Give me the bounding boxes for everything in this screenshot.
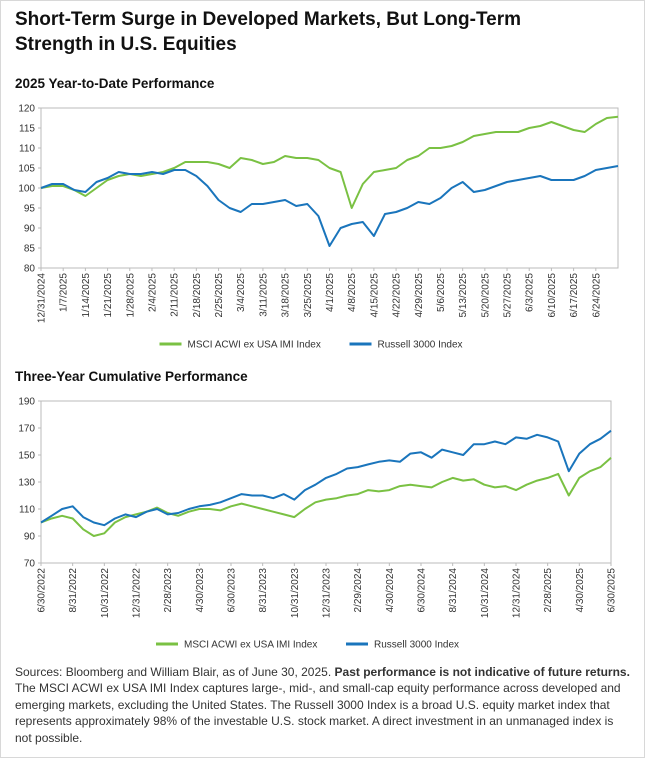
x-tick-label: 8/31/2024 — [448, 568, 459, 613]
legend-label: MSCI ACWI ex USA IMI Index — [184, 640, 317, 651]
x-tick-label: 3/25/2025 — [303, 273, 314, 318]
x-tick-label: 10/31/2023 — [290, 568, 301, 618]
legend-label: MSCI ACWI ex USA IMI Index — [188, 340, 321, 351]
y-tick-label: 130 — [18, 478, 35, 489]
x-tick-label: 2/18/2025 — [192, 273, 203, 318]
x-tick-label: 1/7/2025 — [59, 273, 70, 312]
x-tick-label: 6/30/2025 — [607, 568, 618, 613]
y-tick-label: 190 — [18, 397, 35, 408]
x-tick-label: 2/28/2025 — [543, 568, 554, 613]
legend-label: Russell 3000 Index — [378, 340, 463, 351]
y-tick-label: 110 — [19, 505, 35, 516]
y-tick-label: 105 — [18, 164, 35, 175]
x-tick-label: 4/22/2025 — [392, 273, 403, 318]
y-tick-label: 110 — [19, 144, 35, 155]
x-tick-label: 8/31/2023 — [258, 568, 269, 613]
x-tick-label: 4/30/2025 — [575, 568, 586, 613]
y-tick-label: 170 — [18, 424, 35, 435]
legend-label: Russell 3000 Index — [374, 640, 459, 651]
series-line — [40, 165, 619, 247]
y-tick-label: 70 — [24, 559, 36, 570]
x-tick-label: 1/14/2025 — [81, 273, 92, 318]
x-tick-label: 10/31/2024 — [480, 568, 491, 618]
x-tick-label: 2/29/2024 — [353, 568, 364, 613]
x-tick-label: 6/3/2025 — [525, 273, 536, 312]
page-title: Short-Term Surge in Developed Markets, B… — [15, 9, 522, 55]
y-tick-label: 90 — [24, 532, 36, 543]
x-tick-label: 2/4/2025 — [147, 273, 158, 312]
x-tick-label: 4/30/2023 — [195, 568, 206, 613]
chart-subtitle: 2025 Year-to-Date Performance — [15, 76, 215, 91]
x-tick-label: 12/31/2024 — [512, 568, 523, 618]
x-tick-label: 6/10/2025 — [547, 273, 558, 318]
x-tick-label: 12/31/2022 — [132, 568, 143, 618]
series-line — [40, 115, 619, 209]
y-tick-label: 120 — [18, 104, 35, 115]
plot-frame — [40, 400, 612, 564]
y-tick-label: 95 — [24, 204, 36, 215]
x-tick-label: 3/4/2025 — [236, 273, 247, 312]
x-tick-label: 4/8/2025 — [347, 273, 358, 312]
x-tick-label: 3/18/2025 — [281, 273, 292, 318]
footnote-source: Sources: Bloomberg and William Blair, as… — [15, 665, 332, 679]
x-tick-label: 6/24/2025 — [591, 273, 602, 318]
y-tick-label: 150 — [18, 451, 35, 462]
footnote-text: The MSCI ACWI ex USA IMI Index captures … — [15, 681, 621, 745]
footnote-bold: Past performance is not indicative of fu… — [334, 665, 630, 679]
series-line — [40, 429, 612, 527]
x-tick-label: 2/25/2025 — [214, 273, 225, 318]
x-tick-label: 8/31/2022 — [68, 568, 79, 613]
charts: 2025 Year-to-Date Performance 80 85 90 95 100… — [15, 76, 619, 651]
x-tick-label: 6/17/2025 — [569, 273, 580, 318]
x-tick-label: 2/11/2025 — [170, 273, 181, 317]
x-tick-label: 4/1/2025 — [325, 273, 336, 312]
x-tick-label: 1/28/2025 — [125, 273, 136, 318]
series-line — [40, 456, 612, 537]
x-tick-label: 5/6/2025 — [436, 273, 447, 312]
y-tick-label: 90 — [24, 224, 36, 235]
x-tick-label: 4/15/2025 — [369, 273, 380, 318]
x-tick-label: 5/13/2025 — [458, 273, 469, 318]
x-tick-label: 6/30/2022 — [37, 568, 48, 613]
x-tick-label: 10/31/2022 — [100, 568, 111, 618]
x-tick-label: 3/11/2025 — [258, 273, 269, 317]
x-tick-label: 4/29/2025 — [414, 273, 425, 318]
x-tick-label: 6/30/2023 — [227, 568, 238, 613]
x-tick-label: 12/31/2023 — [322, 568, 333, 618]
x-tick-label: 6/30/2024 — [417, 568, 428, 613]
y-tick-label: 100 — [18, 184, 35, 195]
x-tick-label: 5/20/2025 — [480, 273, 491, 318]
y-tick-label: 115 — [19, 124, 35, 135]
y-tick-label: 80 — [24, 264, 36, 275]
y-tick-label: 85 — [24, 244, 36, 255]
x-tick-label: 5/27/2025 — [503, 273, 514, 318]
x-tick-label: 12/31/2024 — [37, 273, 48, 323]
x-tick-label: 2/28/2023 — [163, 568, 174, 613]
x-tick-label: 1/21/2025 — [103, 273, 114, 318]
chart-subtitle: Three-Year Cumulative Performance — [15, 369, 248, 384]
x-tick-label: 4/30/2024 — [385, 568, 396, 613]
footnote: Sources: Bloomberg and William Blair, as… — [15, 664, 630, 746]
